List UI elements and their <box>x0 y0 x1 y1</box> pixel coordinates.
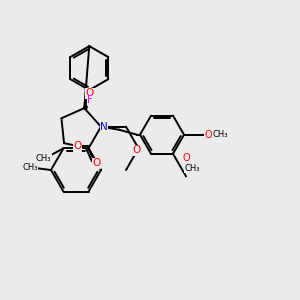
Text: CH₃: CH₃ <box>36 154 51 163</box>
Text: O: O <box>204 130 212 140</box>
Text: CH₃: CH₃ <box>184 164 200 173</box>
Text: O: O <box>182 153 190 163</box>
Text: O: O <box>132 145 141 155</box>
Text: N: N <box>100 122 108 132</box>
Text: CH₃: CH₃ <box>22 164 38 172</box>
Text: O: O <box>93 158 101 168</box>
Text: F: F <box>87 95 93 105</box>
Text: O: O <box>86 88 94 98</box>
Text: CH₃: CH₃ <box>212 130 228 139</box>
Text: O: O <box>74 141 82 151</box>
